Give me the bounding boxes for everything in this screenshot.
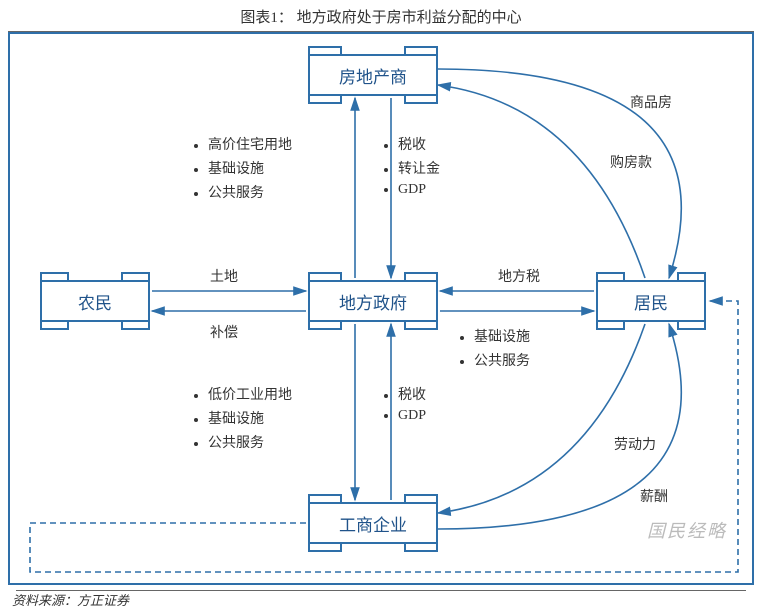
label-land: 土地: [210, 266, 238, 286]
label-labor: 劳动力: [614, 434, 656, 454]
node-label: 房地产商: [339, 63, 407, 88]
node-local-gov: 地方政府: [308, 280, 438, 322]
source-text: 资料来源：方正证券: [12, 590, 129, 609]
figure-container: 图表1： 地方政府处于房市利益分配的中心 房地产商 地方政府 农民 居民 工商企…: [0, 0, 762, 615]
bullets-ent-to-gov: 税收 GDP: [380, 384, 426, 428]
diagram-canvas: 房地产商 地方政府 农民 居民 工商企业 高价住宅用地基础设施公共服务 税收转让…: [8, 32, 754, 585]
label-compensation: 补偿: [210, 322, 238, 342]
bullet-item: 公共服务: [208, 432, 292, 452]
bullets-gov-to-dev: 高价住宅用地基础设施公共服务: [190, 134, 292, 206]
bullet-item: 高价住宅用地: [208, 134, 292, 154]
bullet-item: 基础设施: [208, 408, 292, 428]
node-label: 工商企业: [339, 511, 407, 536]
label-salary: 薪酬: [640, 486, 668, 506]
bullet-item: 税收: [398, 384, 426, 404]
label-house: 商品房: [630, 92, 672, 112]
bullet-item: 转让金: [398, 158, 440, 178]
node-label: 地方政府: [339, 289, 407, 314]
bullet-item: 基础设施: [474, 326, 530, 346]
bullet-item: GDP: [398, 182, 440, 198]
node-resident: 居民: [596, 280, 706, 322]
bullet-item: 公共服务: [474, 350, 530, 370]
node-developer: 房地产商: [308, 54, 438, 96]
label-payment: 购房款: [610, 152, 652, 172]
node-farmer: 农民: [40, 280, 150, 322]
bullet-item: 基础设施: [208, 158, 292, 178]
bullet-item: 税收: [398, 134, 440, 154]
bullet-item: 公共服务: [208, 182, 292, 202]
bullet-item: 低价工业用地: [208, 384, 292, 404]
bullets-gov-to-ent: 低价工业用地基础设施公共服务: [190, 384, 292, 456]
node-label: 居民: [634, 289, 668, 314]
bullet-item: GDP: [398, 408, 426, 424]
label-localtax: 地方税: [498, 266, 540, 286]
node-enterprise: 工商企业: [308, 502, 438, 544]
bullets-gov-to-res: 基础设施公共服务: [456, 326, 530, 374]
node-label: 农民: [78, 289, 112, 314]
figure-title: 图表1： 地方政府处于房市利益分配的中心: [0, 0, 762, 31]
bullets-dev-to-gov: 税收转让金 GDP: [380, 134, 440, 202]
